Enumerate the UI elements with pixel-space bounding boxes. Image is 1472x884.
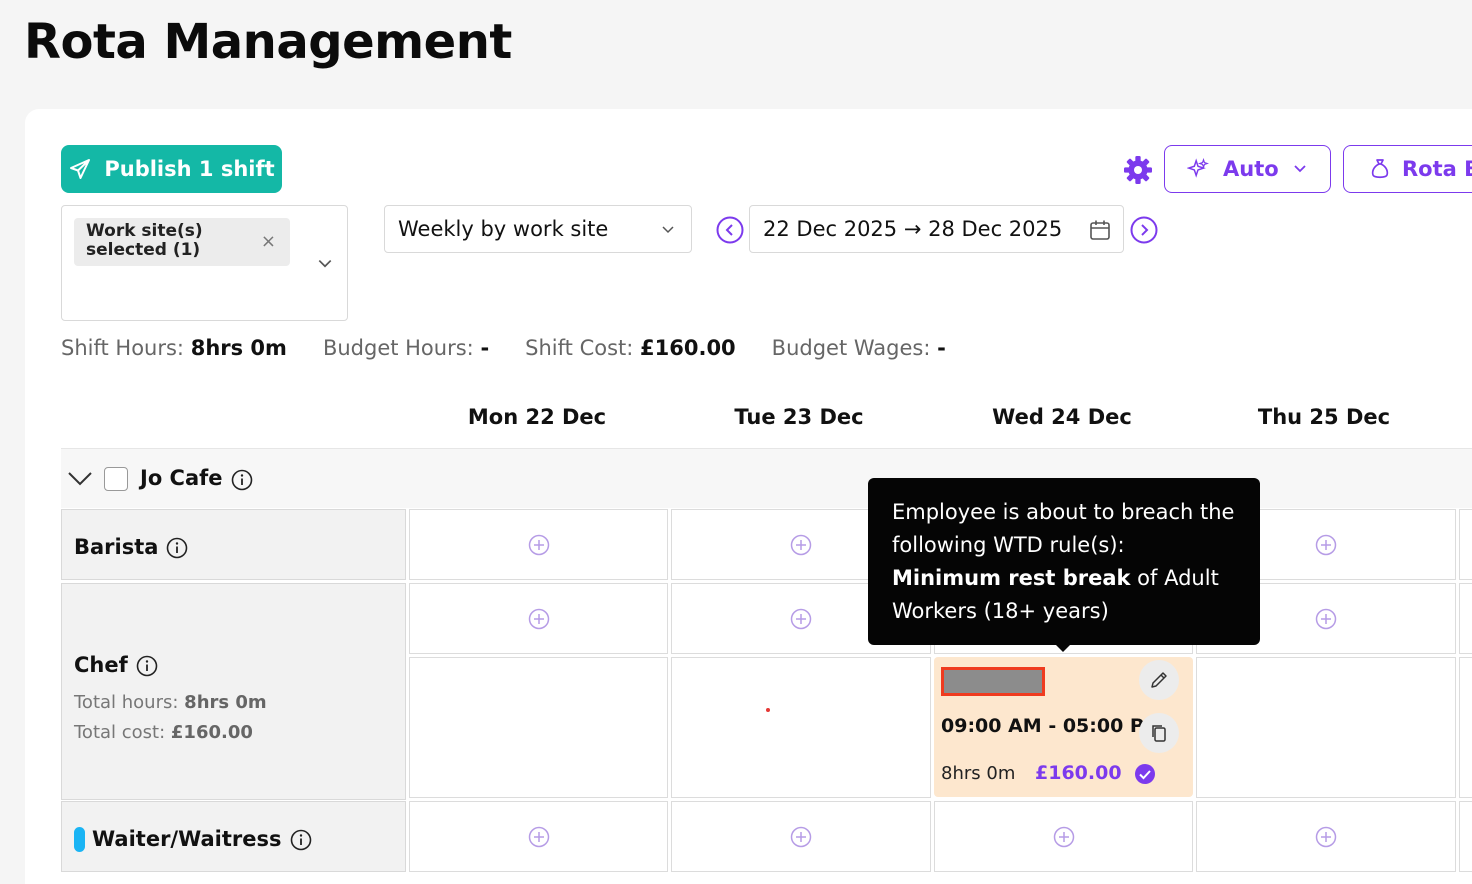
shift-cost-value: £160.00 xyxy=(640,336,736,360)
publish-label: Publish 1 shift xyxy=(104,157,275,181)
role-name-barista: Barista xyxy=(74,535,159,559)
day-header-wed: Wed 24 Dec xyxy=(992,405,1132,429)
auto-label: Auto xyxy=(1223,157,1279,181)
shift-cell-empty[interactable] xyxy=(409,657,668,798)
wtd-warning-tooltip: Employee is about to breach the followin… xyxy=(868,478,1260,645)
worksite-select[interactable]: Work site(s) selected (1) × xyxy=(61,205,348,321)
add-shift-icon[interactable] xyxy=(790,534,812,556)
money-bag-icon xyxy=(1371,159,1389,179)
shift-cost-stat: Shift Cost: £160.00 xyxy=(525,336,736,360)
chevron-down-icon[interactable] xyxy=(67,469,93,487)
add-shift-icon[interactable] xyxy=(790,826,812,848)
tag-close-icon[interactable]: × xyxy=(260,231,276,252)
info-icon[interactable] xyxy=(231,469,253,491)
info-icon[interactable] xyxy=(136,655,158,677)
chef-total-cost: Total cost: £160.00 xyxy=(74,722,253,743)
shift-cost: £160.00 xyxy=(1035,762,1122,784)
employee-name-redacted xyxy=(941,667,1045,696)
add-shift-icon[interactable] xyxy=(528,608,550,630)
sparkle-icon xyxy=(1187,158,1209,178)
add-shift-cell[interactable] xyxy=(409,583,668,654)
prev-week-icon[interactable] xyxy=(716,216,744,244)
add-shift-cell[interactable] xyxy=(1459,509,1472,580)
role-name-chef: Chef xyxy=(74,653,128,677)
edit-shift-button[interactable] xyxy=(1139,660,1179,700)
shift-hours-value: 8hrs 0m xyxy=(190,336,287,360)
day-header-mon: Mon 22 Dec xyxy=(467,405,607,429)
tooltip-rule-name: Minimum rest break xyxy=(892,566,1131,590)
pencil-icon xyxy=(1151,672,1167,688)
day-header-tue: Tue 23 Dec xyxy=(734,405,864,429)
add-shift-cell[interactable] xyxy=(934,801,1193,872)
group-row-jo-cafe: Jo Cafe xyxy=(61,448,1472,508)
auto-button[interactable]: Auto xyxy=(1164,145,1331,193)
date-range-value: 22 Dec 2025 → 28 Dec 2025 xyxy=(763,217,1063,241)
role-name-waiter: Waiter/Waitress xyxy=(92,827,282,851)
budget-hours-stat: Budget Hours: - xyxy=(322,336,490,360)
info-icon[interactable] xyxy=(290,829,312,851)
budget-wages-value: - xyxy=(937,336,946,360)
gear-icon[interactable] xyxy=(1122,154,1154,186)
worksite-tag: Work site(s) selected (1) × xyxy=(74,218,290,266)
shift-cell-empty[interactable] xyxy=(1196,657,1456,798)
add-shift-cell[interactable] xyxy=(671,801,931,872)
add-shift-icon[interactable] xyxy=(1315,534,1337,556)
role-color-indicator xyxy=(74,827,85,852)
worksite-tag-label: Work site(s) selected (1) xyxy=(86,221,203,260)
chevron-down-icon[interactable] xyxy=(317,256,333,272)
group-checkbox[interactable] xyxy=(104,467,128,491)
send-icon xyxy=(70,159,91,179)
add-shift-icon[interactable] xyxy=(528,826,550,848)
add-shift-icon[interactable] xyxy=(1315,608,1337,630)
add-shift-icon[interactable] xyxy=(790,608,812,630)
shift-card[interactable]: 09:00 AM - 05:00 PM 8hrs 0m £160.00 xyxy=(934,657,1193,797)
add-shift-cell[interactable] xyxy=(409,801,668,872)
group-name: Jo Cafe xyxy=(140,466,223,490)
chef-total-hours: Total hours: 8hrs 0m xyxy=(74,692,267,713)
rota-label: Rota B xyxy=(1402,157,1472,181)
role-row-barista: Barista xyxy=(61,509,406,580)
budget-wages-stat: Budget Wages: - xyxy=(771,336,946,360)
copy-shift-button[interactable] xyxy=(1139,713,1179,753)
copy-icon xyxy=(1152,725,1166,742)
add-shift-cell[interactable] xyxy=(1196,801,1456,872)
day-header-thu: Thu 25 Dec xyxy=(1257,405,1391,429)
shift-hours: 8hrs 0m xyxy=(941,763,1016,784)
check-circle-icon xyxy=(1135,764,1155,784)
stats-bar: Shift Hours: 8hrs 0m Budget Hours: - Shi… xyxy=(61,336,982,360)
add-shift-cell[interactable] xyxy=(409,509,668,580)
chevron-down-icon xyxy=(662,226,674,234)
page-title: Rota Management xyxy=(24,14,512,70)
tooltip-arrow xyxy=(1055,644,1071,652)
add-shift-icon[interactable] xyxy=(1315,826,1337,848)
info-icon[interactable] xyxy=(166,537,188,559)
shift-hours-stat: Shift Hours: 8hrs 0m xyxy=(61,336,287,360)
shift-cell-empty[interactable] xyxy=(1459,657,1472,798)
add-shift-icon[interactable] xyxy=(1053,826,1075,848)
role-row-chef: Chef Total hours: 8hrs 0m Total cost: £1… xyxy=(61,583,406,800)
budget-hours-value: - xyxy=(480,336,490,360)
view-mode-select[interactable]: Weekly by work site xyxy=(384,205,692,253)
publish-button[interactable]: Publish 1 shift xyxy=(61,145,282,193)
chevron-down-icon xyxy=(1294,165,1306,173)
add-shift-icon[interactable] xyxy=(528,534,550,556)
rota-budget-button[interactable]: Rota B xyxy=(1343,145,1472,193)
view-mode-value: Weekly by work site xyxy=(398,217,609,241)
shift-time: 09:00 AM - 05:00 PM xyxy=(941,715,1163,737)
date-range-picker[interactable]: 22 Dec 2025 → 28 Dec 2025 xyxy=(749,205,1124,253)
cursor-dot xyxy=(766,708,770,712)
next-week-icon[interactable] xyxy=(1130,216,1158,244)
add-shift-cell[interactable] xyxy=(1459,801,1472,872)
calendar-icon xyxy=(1090,220,1110,240)
role-row-waiter: Waiter/Waitress xyxy=(61,801,406,872)
add-shift-cell[interactable] xyxy=(1459,583,1472,654)
shift-cell-empty[interactable] xyxy=(671,657,931,798)
